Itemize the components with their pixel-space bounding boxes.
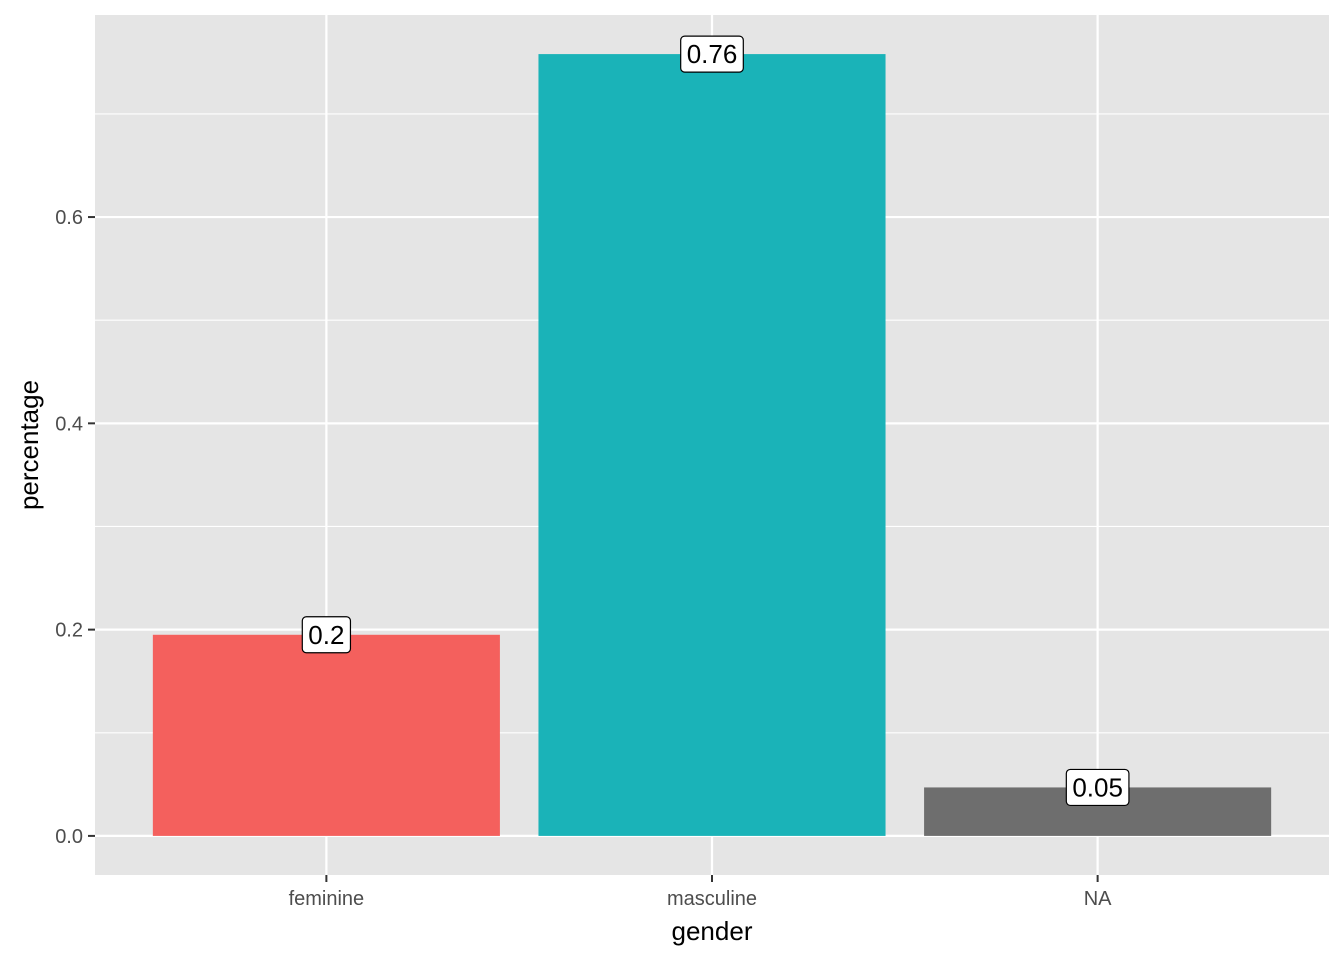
y-tick-label: 0.6 [55,207,83,229]
y-axis-title: percentage [14,380,44,510]
bar-label: 0.76 [680,35,744,73]
bar-value-labels: 0.2 0.76 0.05 [301,35,1130,807]
bar-label-text: 0.76 [687,39,738,69]
bar-label: 0.2 [301,616,352,654]
y-tick-label: 0.4 [55,413,83,435]
x-tick-label: NA [1084,888,1112,910]
bars [152,54,1272,836]
x-tick-label: feminine [289,888,365,910]
bar-label-box [1065,768,1130,807]
x-axis: feminine masculine NA [289,875,1112,910]
x-axis-title: gender [672,916,753,946]
y-axis: 0.0 0.2 0.4 0.6 [55,207,95,848]
bar-label-text: 0.2 [308,620,344,650]
y-tick-label: 0.2 [55,620,83,642]
bar-label-box [301,616,352,654]
bar-label-text: 0.05 [1072,772,1123,802]
x-tick-label: masculine [667,888,757,910]
y-tick-label: 0.0 [55,826,83,848]
bar-feminine [152,634,500,836]
bar-label-box [680,35,744,73]
bar-masculine [538,54,886,836]
bar-label: 0.05 [1065,768,1130,807]
